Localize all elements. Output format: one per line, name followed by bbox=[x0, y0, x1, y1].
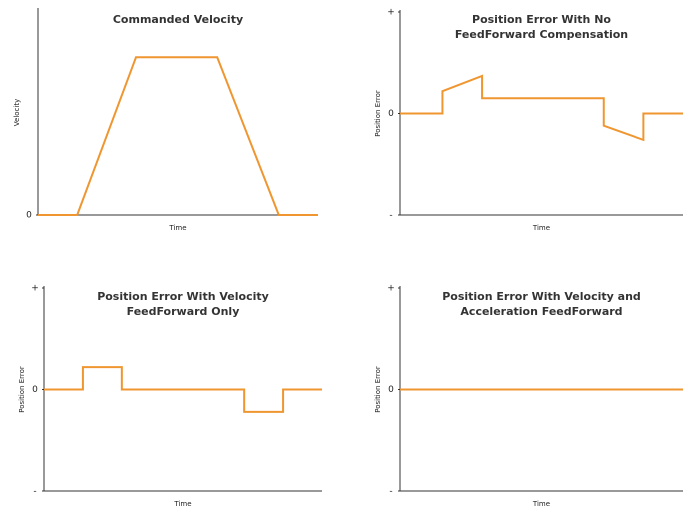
y-tick-label: - bbox=[389, 487, 392, 497]
chart-title: Commanded Velocity bbox=[113, 13, 243, 26]
chart-title: Position Error With Velocity and bbox=[442, 290, 641, 303]
x-axis-label: Time bbox=[173, 500, 191, 508]
y-tick-label: - bbox=[389, 211, 392, 221]
y-tick-label: - bbox=[33, 487, 36, 497]
y-tick-label: + bbox=[387, 284, 395, 294]
y-tick-label: 0 bbox=[26, 211, 32, 221]
y-tick-label: 0 bbox=[388, 109, 394, 119]
chart-title: FeedForward Compensation bbox=[455, 28, 628, 41]
y-tick-label: 0 bbox=[388, 385, 394, 395]
chart-title: FeedForward Only bbox=[127, 305, 240, 318]
data-line bbox=[400, 74, 683, 142]
chart-title: Position Error With No bbox=[472, 13, 611, 26]
chart-title: Position Error With Velocity bbox=[97, 290, 269, 303]
y-tick-label: 0 bbox=[32, 385, 38, 395]
y-axis-label: Velocity bbox=[13, 99, 21, 126]
x-axis-label: Time bbox=[168, 224, 186, 232]
y-axis-label: Position Error bbox=[18, 366, 26, 413]
y-axis-label: Position Error bbox=[374, 90, 382, 137]
data-line bbox=[38, 56, 318, 216]
y-axis-label: Position Error bbox=[374, 366, 382, 413]
y-tick-label: + bbox=[31, 284, 39, 294]
chart-title: Acceleration FeedForward bbox=[460, 305, 622, 318]
data-line bbox=[44, 366, 322, 413]
y-tick-label: + bbox=[387, 8, 395, 18]
x-axis-label: Time bbox=[532, 500, 550, 508]
x-axis-label: Time bbox=[532, 224, 550, 232]
